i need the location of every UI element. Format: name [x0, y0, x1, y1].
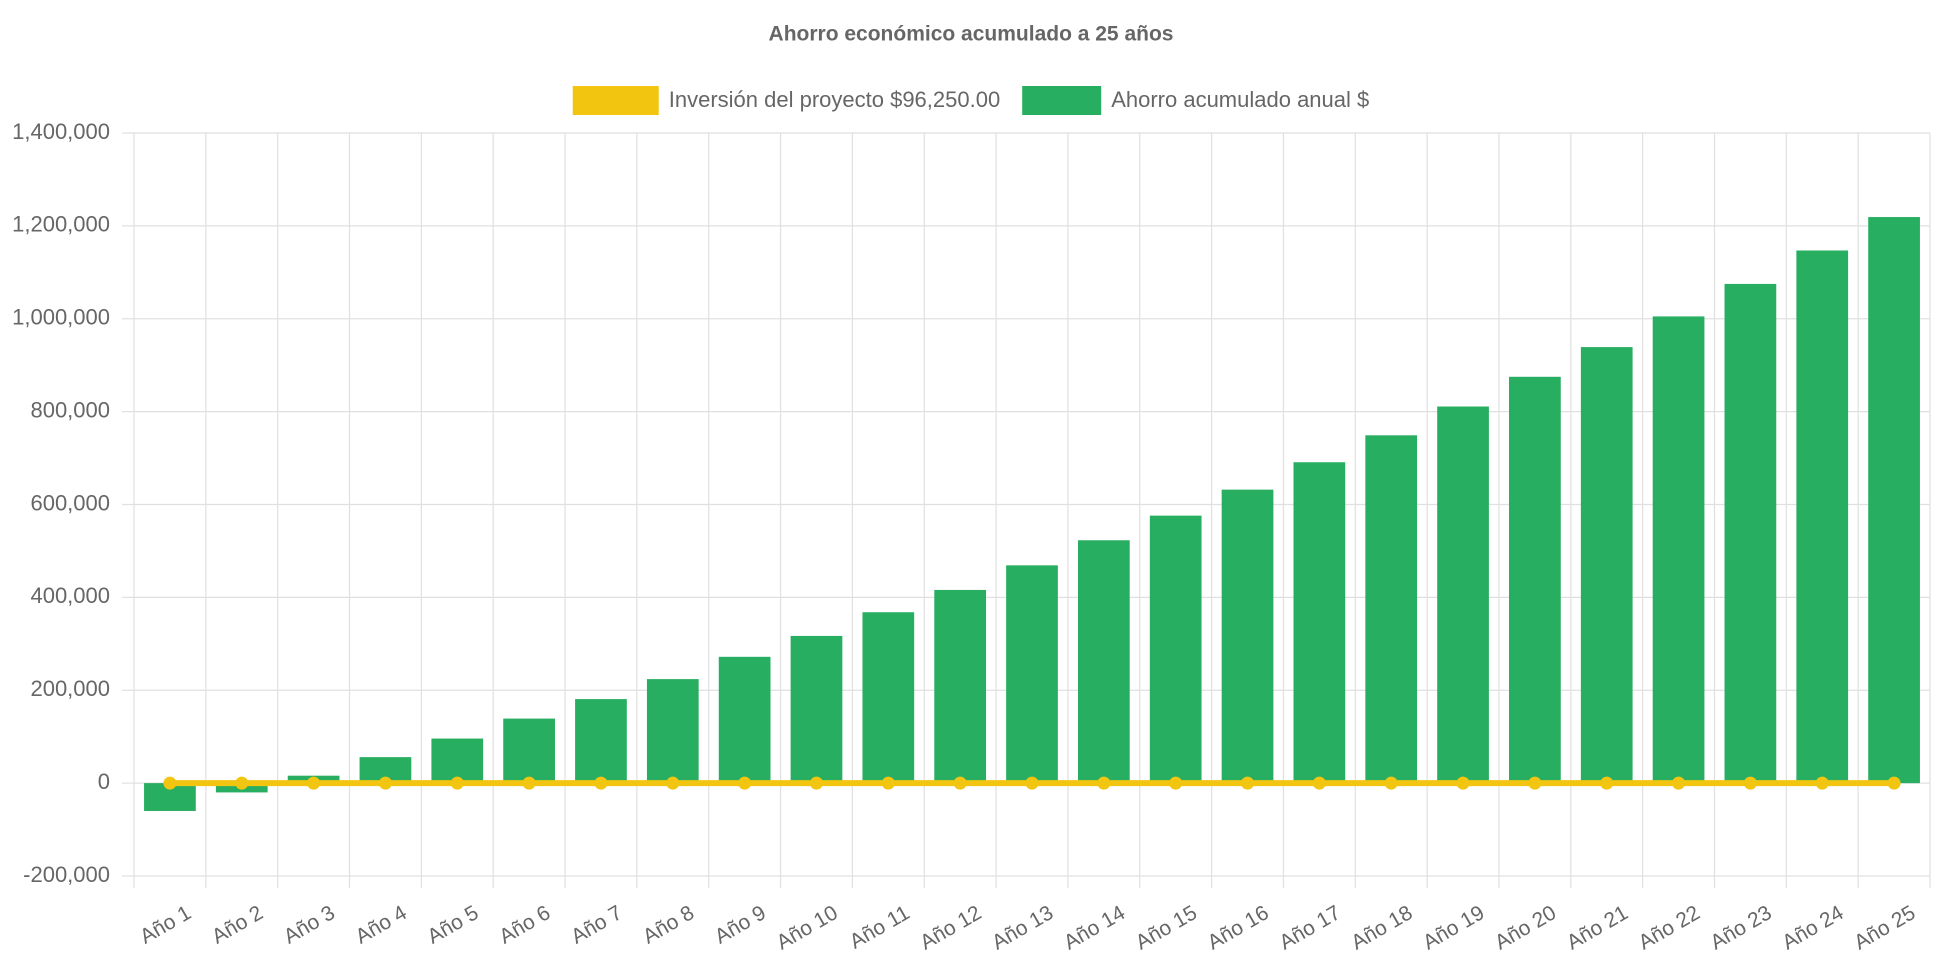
bar [1221, 489, 1274, 784]
point [1887, 776, 1901, 790]
x-tick-label: Año 1 [136, 901, 195, 948]
point [1743, 776, 1757, 790]
legend-swatch [1022, 86, 1102, 115]
legend-label: Inversión del proyecto $96,250.00 [669, 87, 1000, 112]
x-tick-label: Año 21 [1563, 901, 1632, 954]
x-tick-label: Año 17 [1275, 901, 1344, 954]
y-tick-label: 400,000 [30, 583, 110, 608]
point [1456, 776, 1470, 790]
legend-label: Ahorro acumulado anual $ [1111, 87, 1369, 112]
x-tick-label: Año 3 [280, 901, 339, 948]
point [1097, 776, 1111, 790]
point [953, 776, 967, 790]
bar [1149, 515, 1202, 784]
bar [1293, 462, 1346, 784]
x-tick-label: Año 22 [1635, 901, 1704, 954]
point [1528, 776, 1542, 790]
point [594, 776, 608, 790]
x-tick-label: Año 2 [208, 901, 267, 948]
bar [1868, 217, 1920, 784]
point [1241, 776, 1255, 790]
x-tick-label: Año 8 [639, 901, 698, 948]
x-tick-label: Año 14 [1060, 901, 1129, 954]
bar [431, 738, 484, 784]
point [809, 776, 823, 790]
x-tick-label: Año 25 [1850, 901, 1919, 954]
bar [1437, 406, 1489, 784]
bar [1509, 376, 1561, 784]
bar [718, 656, 771, 784]
x-tick-label: Año 18 [1347, 901, 1416, 954]
bar [790, 635, 843, 784]
y-tick-label: 800,000 [30, 397, 110, 422]
y-tick-label: -200,000 [23, 862, 110, 887]
bar [1652, 316, 1705, 784]
y-tick-label: 200,000 [30, 676, 110, 701]
y-tick-label: 1,000,000 [12, 305, 110, 330]
bar [646, 679, 699, 784]
point [666, 776, 680, 790]
x-tick-label: Año 10 [773, 901, 842, 954]
x-tick-label: Año 13 [988, 901, 1057, 954]
point [1025, 776, 1039, 790]
point [1672, 776, 1686, 790]
point [1384, 776, 1398, 790]
bar [1724, 283, 1777, 784]
bar [1365, 435, 1418, 784]
x-tick-label: Año 11 [846, 901, 914, 953]
x-tick-label: Año 6 [495, 901, 554, 948]
x-tick-label: Año 5 [424, 901, 483, 948]
chart-title: Ahorro económico acumulado a 25 años [769, 23, 1174, 46]
point [1169, 776, 1183, 790]
bar [503, 718, 555, 784]
x-tick-label: Año 19 [1419, 901, 1488, 954]
x-tick-label: Año 20 [1491, 901, 1560, 954]
x-tick-label: Año 15 [1132, 901, 1201, 954]
x-tick-label: Año 12 [916, 901, 985, 954]
y-tick-label: 1,200,000 [12, 212, 110, 237]
bar [575, 699, 627, 784]
x-tick-label: Año 23 [1707, 901, 1776, 954]
point [1600, 776, 1614, 790]
point [881, 776, 895, 790]
point [163, 776, 177, 790]
y-tick-label: 0 [98, 769, 110, 794]
x-tick-label: Año 4 [352, 901, 411, 949]
bar [934, 589, 987, 784]
bar [1580, 347, 1633, 784]
point [378, 776, 392, 790]
point [307, 776, 321, 790]
bar [1796, 250, 1849, 784]
x-tick-label: Año 24 [1778, 901, 1847, 954]
y-tick-label: 1,400,000 [12, 119, 110, 144]
y-tick-label: 600,000 [30, 490, 110, 515]
point [522, 776, 536, 790]
point [1312, 776, 1326, 790]
point [235, 776, 249, 790]
legend-swatch [572, 86, 659, 115]
x-tick-label: Año 16 [1204, 901, 1273, 954]
point [450, 776, 464, 790]
bar [862, 612, 915, 784]
bar [1006, 565, 1058, 784]
point [738, 776, 752, 790]
x-tick-label: Año 7 [567, 901, 626, 948]
bar [1077, 540, 1130, 784]
point [1815, 776, 1829, 790]
x-tick-label: Año 9 [711, 901, 770, 948]
